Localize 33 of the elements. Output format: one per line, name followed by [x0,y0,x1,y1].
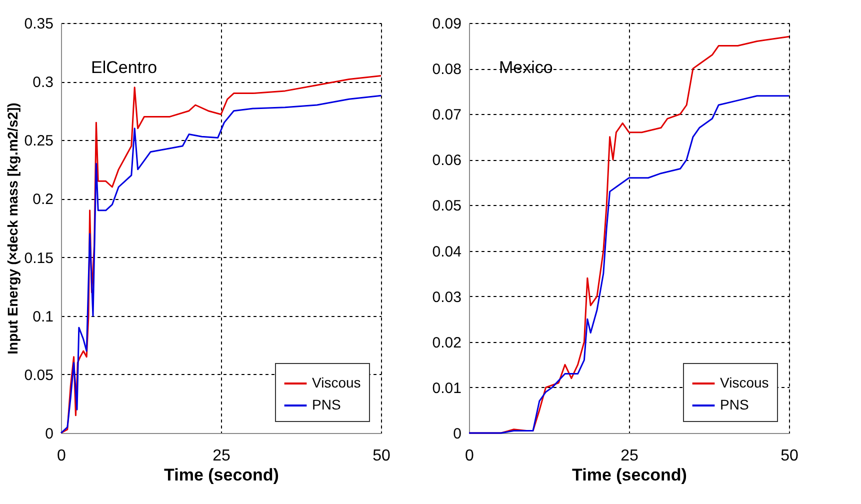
y-tick-label: 0 [453,426,462,442]
legend-label: Viscous [312,374,361,390]
legend-label: PNS [720,396,749,412]
y-tick-label: 0.06 [432,152,462,170]
x-tick-label: 25 [212,448,230,464]
x-tick-label: 50 [780,448,798,464]
x-axis-title: Time (second) [164,466,279,484]
x-tick-label: 50 [372,448,390,464]
y-tick-label: 0.15 [24,250,54,267]
y-tick-label: 0 [45,426,54,442]
y-tick-label: 0.3 [32,74,54,92]
y-tick-label: 0.04 [432,243,462,260]
y-tick-label: 0.05 [24,366,54,384]
text: ElCentro [91,58,158,77]
y-tick-label: 0.35 [24,16,54,32]
y-tick-label: 0.05 [432,198,462,215]
legend-label: Viscous [720,374,769,390]
text: Mexico [499,58,553,77]
y-tick-label: 0.1 [32,308,54,326]
y-tick-label: 0.07 [432,106,462,124]
y-tick-label: 0.03 [432,288,462,306]
y-tick-label: 0.02 [432,334,462,352]
x-axis-title: Time (second) [572,466,687,484]
x-tick-label: 25 [620,448,638,464]
y-tick-label: 0.2 [32,191,54,208]
x-tick-label: 0 [57,448,66,464]
y-tick-label: 0.25 [24,132,54,150]
y-tick-label: 0.01 [432,380,462,397]
x-tick-label: 0 [465,448,474,464]
y-tick-label: 0.09 [432,16,462,32]
legend-label: PNS [312,396,341,412]
y-tick-label: 0.08 [432,61,462,78]
y-axis-title: Input Energy (×deck mass [kg.m2/s2]) [4,102,20,354]
